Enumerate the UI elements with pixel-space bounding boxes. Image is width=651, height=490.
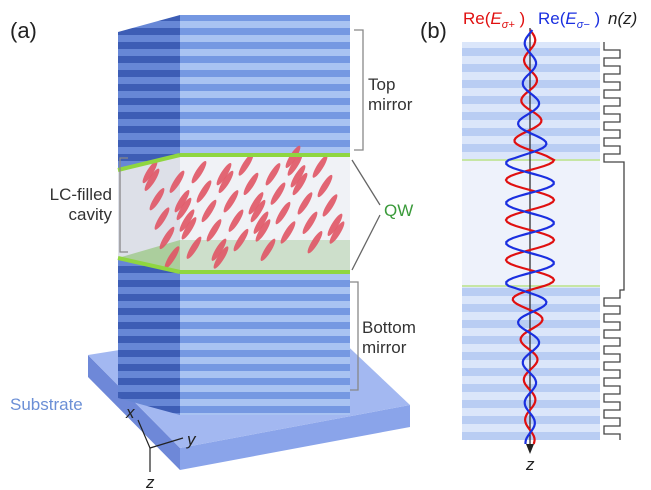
bottom-mirror-label: mirror [362, 338, 407, 357]
axis-y: y [186, 430, 197, 449]
z-label: z [525, 455, 535, 474]
index-label: n(z) [608, 9, 637, 28]
top-mirror-label: Top [368, 75, 395, 94]
cavity-label: LC-filled [50, 185, 112, 204]
top-mirror-label: mirror [368, 95, 413, 114]
axis-z: z [145, 473, 155, 490]
panel-label: (b) [420, 18, 447, 43]
pillar [118, 15, 350, 415]
cavity-layer [462, 160, 600, 286]
legend-minus: Re(Eσ− ) [538, 9, 600, 31]
legend-plus: Re(Eσ+ ) [463, 9, 525, 31]
figure: Top mirror LC-filled cavity QW Bottom mi… [0, 0, 651, 490]
qw-label: QW [384, 201, 413, 220]
substrate-label: Substrate [10, 395, 83, 414]
axis-x: x [125, 403, 135, 422]
bottom-mirror-label: Bottom [362, 318, 416, 337]
panel-label: (a) [10, 18, 37, 43]
cavity-label: cavity [69, 205, 113, 224]
index-profile [604, 42, 624, 440]
